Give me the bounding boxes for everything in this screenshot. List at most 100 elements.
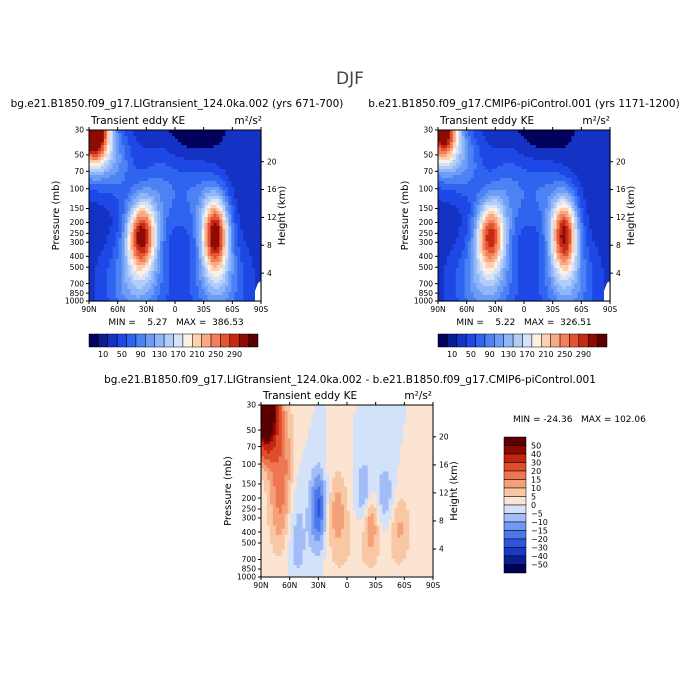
heatmap-cell [467,133,472,137]
heatmap-cell [109,136,114,140]
heatmap-cell [103,226,108,230]
heatmap-cell [479,280,484,284]
heatmap-cell [169,214,173,218]
heatmap-cell [133,214,138,218]
heatmap-cell [440,181,445,185]
heatmap-cell [240,175,244,179]
heatmap-cell [127,169,132,173]
heatmap-cell [207,205,212,209]
heatmap-cell [160,169,164,173]
heatmap-cell [476,166,481,170]
heatmap-cell [243,208,247,212]
heatmap-cell [112,271,117,275]
heatmap-cell [479,181,484,185]
heatmap-cell [237,169,241,173]
heatmap-cell [112,199,117,203]
heatmap-cell [231,145,235,149]
heatmap-cell [255,130,259,134]
heatmap-cell [228,250,232,254]
heatmap-cell [515,223,519,227]
heatmap-cell [142,157,146,161]
heatmap-cell [166,235,170,239]
heatmap-cell [470,190,475,194]
heatmap-cell [198,175,203,179]
heatmap-cell [124,235,129,239]
heatmap-cell [440,145,445,149]
heatmap-cell [213,274,218,278]
heatmap-cell [500,244,504,248]
heatmap-cell [154,247,158,251]
heatmap-cell [458,229,463,233]
heatmap-cell [455,142,460,146]
heatmap-cell [509,160,513,164]
heatmap-cell [115,226,120,230]
heatmap-cell [112,286,117,290]
heatmap-cell [198,277,203,281]
heatmap-cell [440,202,445,206]
heatmap-cell [503,154,507,158]
heatmap-cell [464,142,469,146]
heatmap-cell [175,145,179,149]
heatmap-cell [198,220,203,224]
heatmap-cell [157,244,161,248]
heatmap-cell [225,265,229,269]
heatmap-cell [482,286,487,290]
heatmap-cell [201,292,206,296]
heatmap-cell [183,130,188,134]
heatmap-cell [124,229,129,233]
heatmap-cell [213,136,218,140]
heatmap-cell [148,217,152,221]
heatmap-cell [231,184,235,188]
heatmap-cell [172,298,176,302]
heatmap-cell [467,274,472,278]
heatmap-cell [97,163,102,167]
heatmap-cell [207,244,212,248]
heatmap-cell [231,235,235,239]
heatmap-cell [443,280,448,284]
heatmap-cell [127,244,132,248]
heatmap-cell [103,190,108,194]
heatmap-cell [225,157,229,161]
heatmap-cell [207,163,212,167]
heatmap-cell [166,259,170,263]
heatmap-cell [166,211,170,215]
heatmap-cell [183,247,188,251]
heatmap-cell [130,292,135,296]
heatmap-cell [109,148,114,152]
heatmap-cell [515,202,519,206]
heatmap-cell [506,193,510,197]
heatmap-cell [491,172,495,176]
heatmap-cell [112,178,117,182]
heatmap-cell [151,169,155,173]
heatmap-cell [210,199,215,203]
heatmap-cell [228,262,232,266]
heatmap-cell [97,139,102,143]
heatmap-cell [192,277,197,281]
heatmap-cell [112,223,117,227]
heatmap-cell [136,196,141,200]
heatmap-cell [449,217,454,221]
heatmap-cell [210,250,215,254]
heatmap-cell [183,223,188,227]
heatmap-cell [509,175,513,179]
heatmap-cell [449,160,454,164]
heatmap-cell [252,187,256,191]
heatmap-cell [458,298,463,302]
heatmap-cell [89,202,93,206]
heatmap-cell [118,208,123,212]
heatmap-cell [183,250,188,254]
heatmap-cell [130,175,135,179]
heatmap-cell [97,145,102,149]
heatmap-cell [476,154,481,158]
heatmap-cell [124,220,129,224]
heatmap-cell [157,163,161,167]
heatmap-cell [467,139,472,143]
heatmap-cell [180,154,185,158]
heatmap-cell [89,205,93,209]
y-tick-label: 100 [70,184,85,193]
heatmap-cell [139,289,143,293]
heatmap-cell [488,181,492,185]
heatmap-cell [506,190,510,194]
heatmap-cell [172,286,176,290]
heatmap-cell [106,283,111,287]
